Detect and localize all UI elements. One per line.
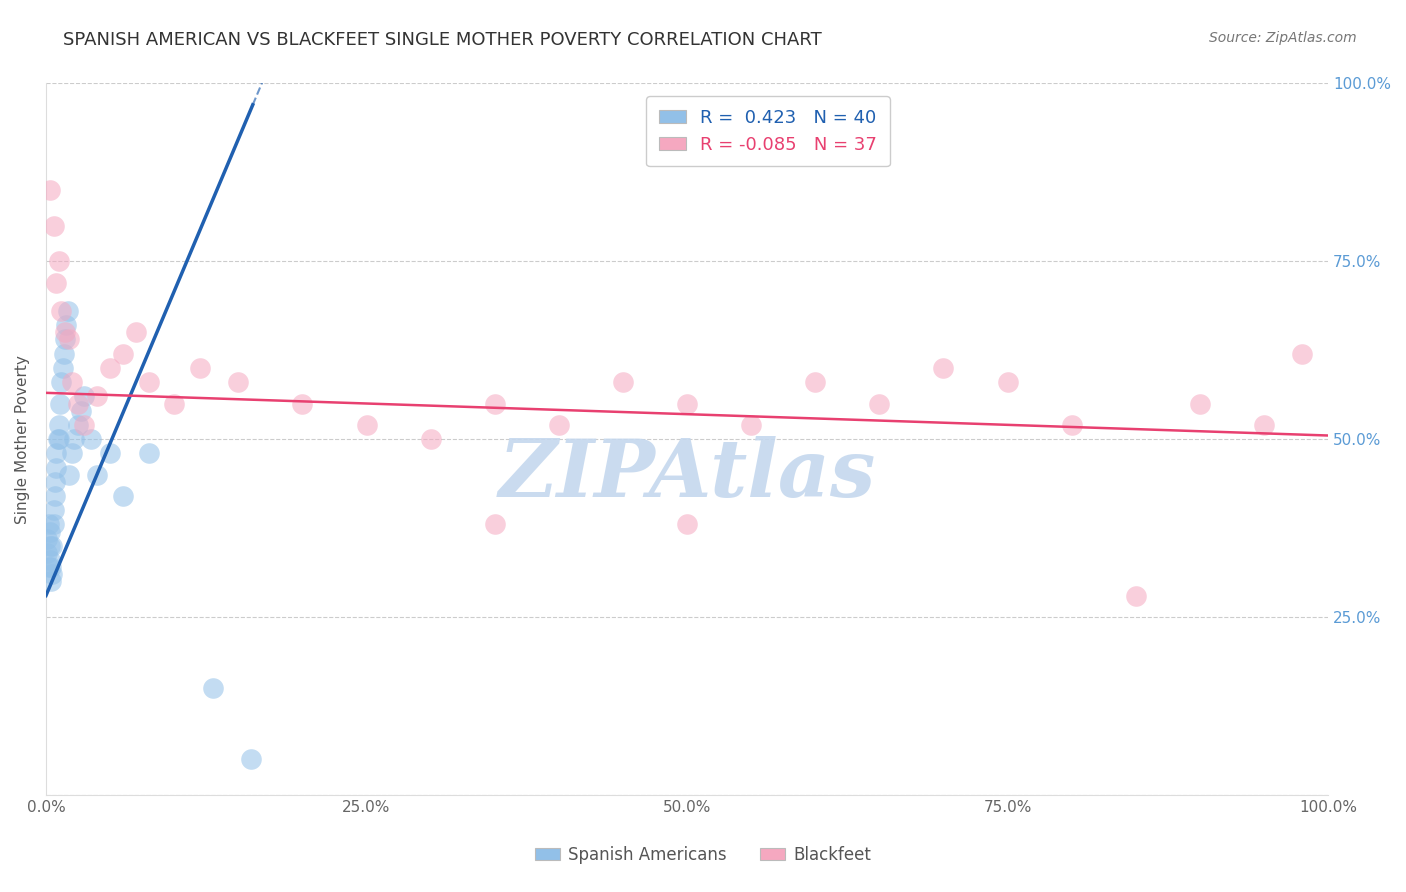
Point — [73, 389, 96, 403]
Point — [612, 375, 634, 389]
Point — [66, 396, 89, 410]
Point — [39, 574, 62, 589]
Point — [45, 446, 67, 460]
Point — [44, 489, 66, 503]
Point — [41, 567, 63, 582]
Point — [52, 360, 75, 375]
Point — [48, 254, 70, 268]
Point — [58, 333, 80, 347]
Point — [138, 446, 160, 460]
Point — [39, 560, 62, 574]
Point — [125, 326, 148, 340]
Point — [42, 503, 65, 517]
Point — [38, 560, 60, 574]
Point — [37, 532, 59, 546]
Point — [38, 524, 60, 539]
Point — [997, 375, 1019, 389]
Point — [1188, 396, 1211, 410]
Point — [1125, 589, 1147, 603]
Point — [111, 489, 134, 503]
Point — [37, 546, 59, 560]
Point — [86, 389, 108, 403]
Point — [547, 417, 569, 432]
Point — [740, 417, 762, 432]
Point — [69, 403, 91, 417]
Point — [98, 446, 121, 460]
Point — [42, 517, 65, 532]
Legend: R =  0.423   N = 40, R = -0.085   N = 37: R = 0.423 N = 40, R = -0.085 N = 37 — [645, 96, 890, 166]
Point — [188, 360, 211, 375]
Point — [226, 375, 249, 389]
Text: ZIPAtlas: ZIPAtlas — [498, 436, 876, 514]
Point — [291, 396, 314, 410]
Text: SPANISH AMERICAN VS BLACKFEET SINGLE MOTHER POVERTY CORRELATION CHART: SPANISH AMERICAN VS BLACKFEET SINGLE MOT… — [63, 31, 823, 49]
Point — [42, 219, 65, 233]
Point — [55, 318, 77, 333]
Point — [60, 446, 83, 460]
Point — [932, 360, 955, 375]
Point — [240, 752, 263, 766]
Point — [45, 460, 67, 475]
Point — [53, 326, 76, 340]
Point — [163, 396, 186, 410]
Point — [138, 375, 160, 389]
Point — [38, 517, 60, 532]
Point — [1291, 347, 1313, 361]
Point — [1253, 417, 1275, 432]
Point — [868, 396, 890, 410]
Point — [80, 432, 103, 446]
Point — [48, 432, 70, 446]
Point — [56, 304, 79, 318]
Point — [676, 396, 699, 410]
Point — [201, 681, 224, 695]
Point — [38, 183, 60, 197]
Point — [356, 417, 378, 432]
Point — [38, 539, 60, 553]
Point — [45, 276, 67, 290]
Point — [41, 539, 63, 553]
Point — [73, 417, 96, 432]
Point — [484, 517, 506, 532]
Point — [49, 396, 72, 410]
Legend: Spanish Americans, Blackfeet: Spanish Americans, Blackfeet — [529, 839, 877, 871]
Point — [51, 375, 73, 389]
Point — [86, 467, 108, 482]
Point — [111, 347, 134, 361]
Text: Source: ZipAtlas.com: Source: ZipAtlas.com — [1209, 31, 1357, 45]
Point — [48, 417, 70, 432]
Point — [53, 333, 76, 347]
Y-axis label: Single Mother Poverty: Single Mother Poverty — [15, 355, 30, 524]
Point — [58, 467, 80, 482]
Point — [38, 553, 60, 567]
Point — [66, 417, 89, 432]
Point — [44, 475, 66, 489]
Point — [419, 432, 441, 446]
Point — [484, 396, 506, 410]
Point — [98, 360, 121, 375]
Point — [52, 347, 75, 361]
Point — [676, 517, 699, 532]
Point — [60, 375, 83, 389]
Point — [63, 432, 86, 446]
Point — [1060, 417, 1083, 432]
Point — [46, 432, 69, 446]
Point — [804, 375, 827, 389]
Point — [51, 304, 73, 318]
